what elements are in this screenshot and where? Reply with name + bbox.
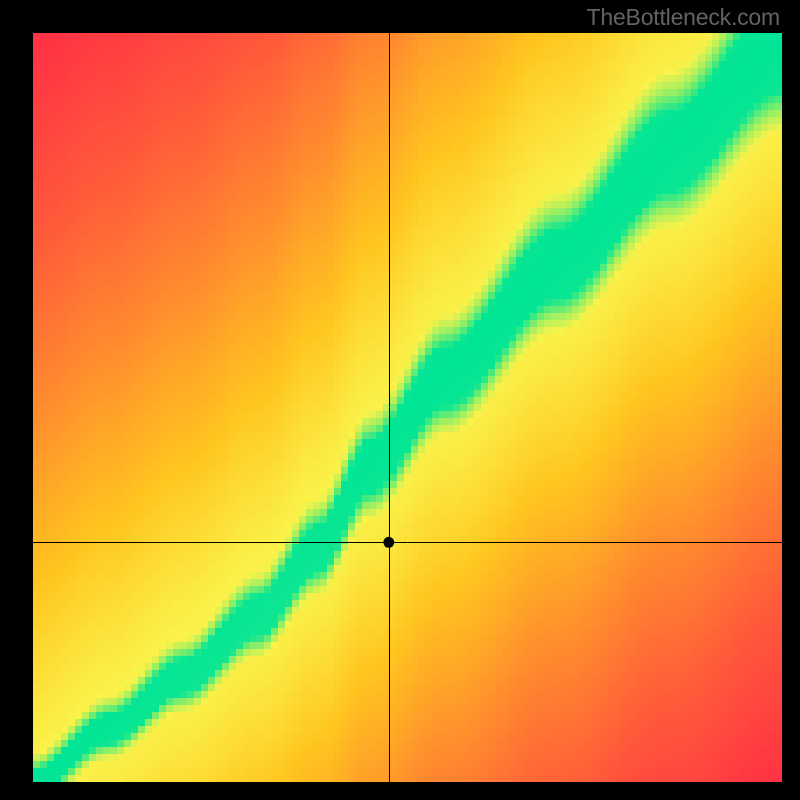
bottleneck-heatmap xyxy=(0,0,800,800)
watermark-text: TheBottleneck.com xyxy=(587,4,780,31)
chart-container: { "meta": { "source_watermark": "TheBott… xyxy=(0,0,800,800)
